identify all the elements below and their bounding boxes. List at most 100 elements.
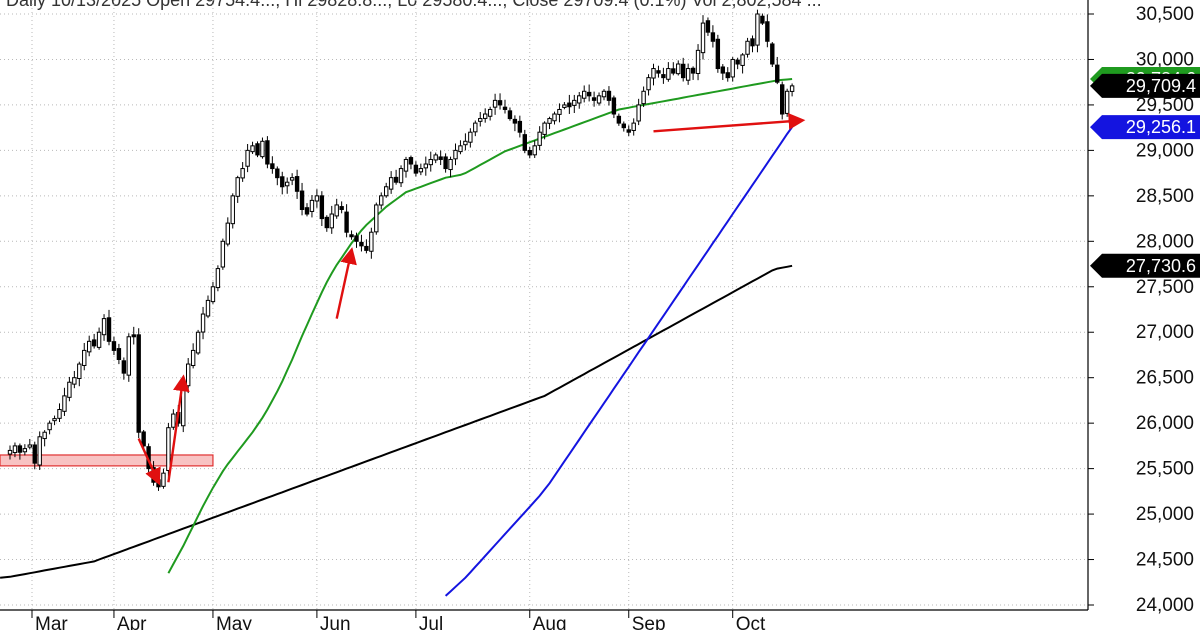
candle-body — [403, 158, 409, 172]
candle-body — [359, 241, 364, 247]
candle-body — [126, 336, 131, 376]
candle-body — [651, 68, 656, 79]
candle-body — [62, 395, 67, 412]
candle-body — [408, 157, 414, 165]
candle-body — [784, 90, 790, 114]
candle-body — [225, 222, 231, 245]
candle-body — [710, 32, 716, 42]
candle-body — [557, 108, 562, 115]
badge-shape — [1090, 73, 1200, 98]
candle-body — [562, 104, 567, 108]
candle-body — [384, 186, 389, 197]
candle-body — [646, 77, 651, 91]
candle-body — [245, 149, 250, 167]
candle-body — [210, 286, 216, 303]
candle-body — [423, 163, 429, 169]
candle-body — [661, 74, 666, 79]
candle-body — [552, 113, 557, 122]
month-label: Mar — [35, 614, 68, 630]
candle-body — [601, 90, 607, 98]
candle-body — [705, 20, 711, 33]
candle-body — [42, 431, 47, 440]
candle-body — [96, 331, 102, 348]
candle-body — [591, 97, 597, 101]
candle-body — [458, 145, 463, 153]
candle-body — [522, 134, 527, 151]
candle-body — [304, 207, 310, 215]
annotation-arrow — [137, 438, 161, 486]
candle-body — [72, 377, 77, 385]
candle-body — [265, 140, 270, 165]
candle-body — [725, 72, 730, 79]
candle-body — [91, 339, 97, 347]
y-tick-label: 29,000 — [1136, 140, 1194, 161]
support-zone — [0, 454, 214, 467]
annotation-arrow — [167, 374, 190, 483]
candle-body — [200, 313, 206, 333]
candle-body — [760, 15, 765, 24]
candle-body — [82, 349, 87, 366]
sma50-line — [444, 126, 793, 597]
badge-value: 27,730.6 — [1126, 256, 1196, 276]
month-label: Oct — [736, 614, 766, 630]
month-label: May — [216, 614, 252, 630]
support-zone-rect — [0, 454, 214, 467]
month-label: Apr — [117, 614, 147, 630]
candle-body — [512, 118, 518, 124]
candle-body — [255, 143, 260, 156]
candle-body — [631, 122, 636, 131]
candle-body — [17, 445, 23, 453]
candle-body — [453, 149, 458, 160]
candle-body — [685, 68, 691, 81]
candle-body — [448, 158, 453, 171]
y-tick-label: 25,500 — [1136, 459, 1194, 480]
candle-body — [547, 118, 552, 124]
candle-body — [413, 164, 419, 174]
last-price-badge: 29,709.4 — [1090, 73, 1200, 98]
candle-body — [27, 444, 33, 448]
candle-body — [695, 49, 701, 74]
candle-body — [87, 340, 92, 353]
candle-body — [379, 195, 384, 206]
candle-body — [275, 168, 280, 179]
annotation-arrow — [335, 247, 357, 319]
candle-body — [116, 348, 122, 361]
candle-body — [364, 245, 369, 251]
candle-body — [671, 68, 676, 74]
candle-body — [473, 122, 478, 133]
candle-body — [463, 140, 468, 146]
candle-body — [468, 131, 473, 143]
candle-body — [136, 334, 141, 433]
candle-body — [111, 341, 117, 351]
candle-body — [497, 100, 503, 106]
value-badges: 29,784.629,709.429,256.127,730.6 — [1090, 67, 1200, 278]
candle-body — [537, 131, 542, 146]
y-tick-label: 26,500 — [1136, 368, 1194, 389]
candle-body — [131, 334, 136, 338]
candle-body — [621, 123, 626, 129]
candle-body — [289, 177, 295, 181]
month-label: Sep — [632, 614, 666, 630]
candle-body — [32, 444, 37, 464]
y-tick-label: 30,000 — [1136, 49, 1194, 70]
candle-body — [215, 268, 221, 289]
candle-body — [106, 317, 112, 342]
candle-body — [492, 99, 498, 108]
candle-body — [596, 95, 602, 104]
candle-body — [398, 168, 404, 184]
candle-body — [344, 211, 349, 233]
candle-body — [532, 145, 537, 156]
y-tick-label: 28,500 — [1136, 186, 1194, 207]
candle-body — [690, 67, 696, 74]
candle-body — [195, 331, 201, 354]
candle-body — [393, 176, 399, 183]
month-label: Aug — [533, 614, 567, 630]
candle-body — [720, 66, 725, 74]
candle-body — [37, 436, 42, 466]
price-candles — [7, 9, 795, 491]
candle-body — [260, 140, 265, 158]
candle-body — [517, 120, 523, 133]
candle-body — [676, 63, 681, 75]
grid — [0, 0, 1088, 610]
